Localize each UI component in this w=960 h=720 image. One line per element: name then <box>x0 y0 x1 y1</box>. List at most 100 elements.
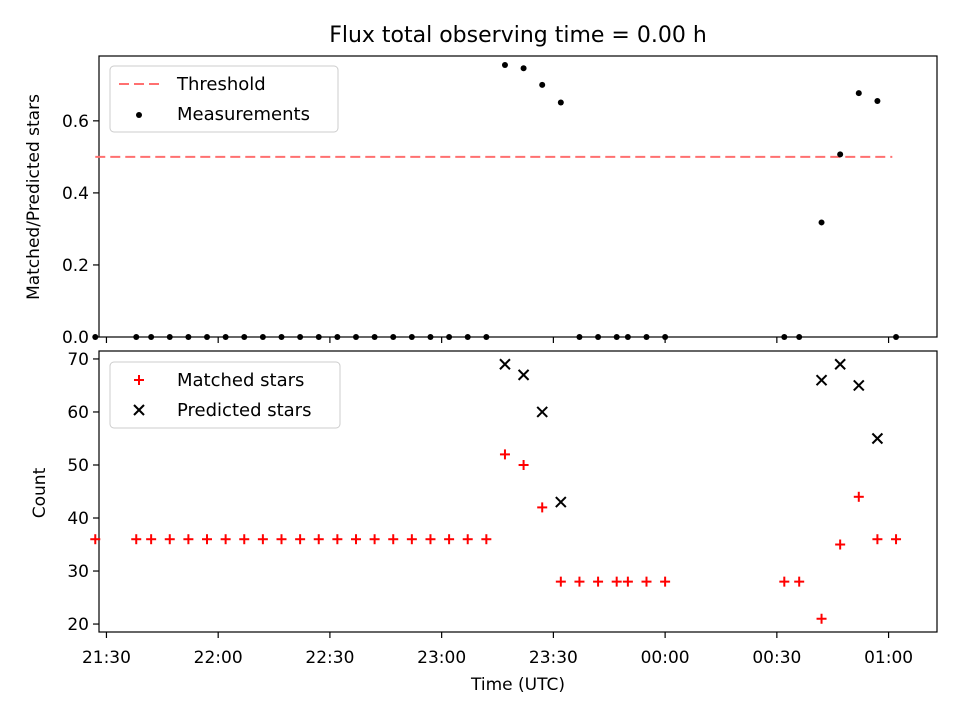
x-tick-label: 01:00 <box>864 648 913 668</box>
predicted-star-point <box>517 369 530 381</box>
top-legend: Threshold Measurements <box>109 65 339 133</box>
measurement-point <box>781 334 788 340</box>
bottom-y-tick-label: 70 <box>67 350 89 370</box>
matched-star-point <box>202 534 213 545</box>
matched-star-point <box>220 534 231 545</box>
top-y-axis-label: Matched/Predicted stars <box>24 94 44 300</box>
legend-measurements-swatch <box>136 112 142 118</box>
matched-star-point <box>239 534 250 545</box>
legend-measurements-label: Measurements <box>177 104 310 125</box>
bottom-legend: Matched stars Predicted stars <box>109 361 341 429</box>
measurement-point <box>613 334 620 340</box>
measurement-point <box>595 334 602 340</box>
x-tick-label: 21:30 <box>82 648 131 668</box>
bottom-y-tick-label: 20 <box>67 615 89 635</box>
bottom-y-tick-label: 30 <box>67 562 89 582</box>
matched-star-point <box>872 534 883 545</box>
count-points <box>90 358 902 624</box>
legend-threshold-label: Threshold <box>176 74 266 95</box>
matched-star-point <box>816 613 827 624</box>
top-panel: 0.0 0.2 0.4 0.6 Matched/Predicted stars Thr… <box>24 55 938 348</box>
measurement-point <box>259 334 266 340</box>
matched-star-point <box>499 449 510 460</box>
bottom-panel: 20 30 40 50 60 70 21:30 22:00 22:30 23:00 23:30 00… <box>30 350 938 695</box>
measurement-point <box>874 98 881 105</box>
matched-star-point <box>257 534 268 545</box>
top-y-tick-label: 0.4 <box>62 184 89 204</box>
bottom-y-tick-label: 50 <box>67 456 89 476</box>
x-tick-label: 23:00 <box>417 648 466 668</box>
measurement-point <box>427 334 434 340</box>
predicted-star-point <box>853 379 865 392</box>
legend-matched-swatch <box>134 375 144 385</box>
top-y-tick-label: 0.6 <box>62 112 89 132</box>
legend-predicted-swatch <box>133 404 145 416</box>
matched-star-point <box>295 534 306 545</box>
matched-star-point <box>131 534 142 545</box>
measurement-point <box>352 334 359 340</box>
measurement-point <box>278 334 285 340</box>
matched-star-point <box>853 491 864 502</box>
bottom-y-ticks: 20 30 40 50 60 70 <box>67 350 99 635</box>
x-tick-label: 00:30 <box>752 648 801 668</box>
measurement-point <box>222 334 229 340</box>
bottom-y-tick-label: 60 <box>67 403 89 423</box>
matched-star-point <box>481 534 492 545</box>
matched-star-point <box>555 576 566 587</box>
x-axis-label: Time (UTC) <box>470 675 565 695</box>
matched-star-point <box>369 534 380 545</box>
top-y-tick-label: 0.0 <box>62 328 89 348</box>
measurement-point <box>408 334 415 340</box>
chart-title: Flux total observing time = 0.00 h <box>329 23 707 48</box>
matched-star-point <box>183 534 194 545</box>
x-tick-label: 00:00 <box>641 648 690 668</box>
measurement-point <box>166 334 173 340</box>
matched-star-point <box>794 576 805 587</box>
measurement-point <box>371 334 378 340</box>
matched-star-point <box>90 534 101 545</box>
predicted-star-point <box>499 358 511 370</box>
legend-matched-label: Matched stars <box>177 370 304 391</box>
top-y-ticks: 0.0 0.2 0.4 0.6 <box>62 112 99 348</box>
matched-star-point <box>164 534 175 545</box>
top-legend-box <box>109 65 339 133</box>
measurement-point <box>796 334 803 340</box>
measurement-point <box>837 151 844 158</box>
predicted-star-point <box>555 496 567 508</box>
matched-star-point <box>388 534 399 545</box>
predicted-star-point <box>815 374 828 386</box>
matched-star-point <box>313 534 324 545</box>
matched-star-point <box>574 576 585 587</box>
matched-star-point <box>660 576 671 587</box>
predicted-star-point <box>871 432 884 445</box>
matched-star-point <box>462 534 473 545</box>
matched-star-point <box>444 534 455 545</box>
measurement-point <box>624 334 631 340</box>
matched-star-point <box>593 576 604 587</box>
matched-star-point <box>641 576 652 587</box>
measurement-point <box>818 219 825 226</box>
bottom-legend-box <box>109 361 341 429</box>
measurement-point <box>557 99 564 106</box>
matched-star-point <box>406 534 417 545</box>
bottom-y-axis-label: Count <box>30 467 50 518</box>
measurement-point <box>464 334 471 340</box>
x-tick-label: 23:30 <box>529 648 578 668</box>
measurement-point <box>148 334 155 340</box>
x-tick-label: 22:00 <box>194 648 243 668</box>
matched-star-point <box>332 534 343 545</box>
top-y-tick-label: 0.2 <box>62 256 89 276</box>
matched-star-point <box>518 459 529 470</box>
x-tick-label: 22:30 <box>305 648 354 668</box>
predicted-star-point <box>834 358 846 370</box>
matched-star-point <box>611 576 622 587</box>
measurement-point <box>334 334 341 340</box>
measurement-point <box>855 90 862 97</box>
matched-star-point <box>835 539 846 550</box>
measurement-point <box>576 334 583 340</box>
measurement-point <box>133 334 140 340</box>
measurement-points <box>92 62 900 340</box>
measurement-point <box>643 334 650 340</box>
measurement-point <box>185 334 192 340</box>
bottom-y-tick-label: 40 <box>67 509 89 529</box>
